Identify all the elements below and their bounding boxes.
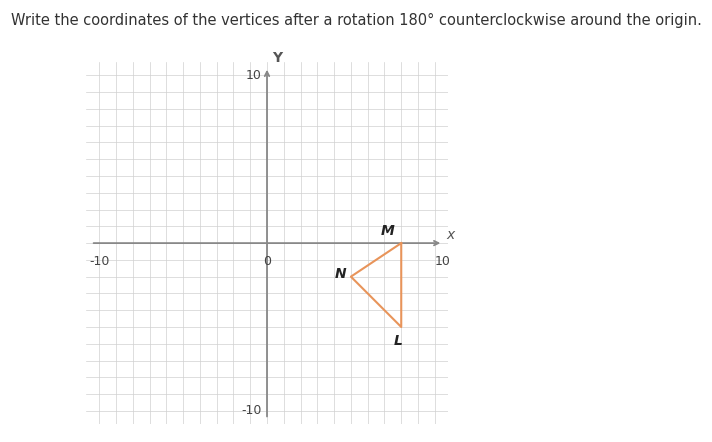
Text: Y: Y	[272, 51, 282, 65]
Text: 0: 0	[263, 255, 271, 268]
Text: x: x	[446, 228, 455, 242]
Text: -10: -10	[89, 255, 110, 268]
Text: M: M	[381, 224, 394, 238]
Text: N: N	[334, 267, 346, 281]
Text: L: L	[394, 334, 402, 348]
Text: -10: -10	[241, 404, 262, 417]
Text: Write the coordinates of the vertices after a rotation 180° counterclockwise aro: Write the coordinates of the vertices af…	[11, 13, 701, 28]
Text: 10: 10	[435, 255, 451, 268]
Text: 10: 10	[246, 69, 262, 82]
